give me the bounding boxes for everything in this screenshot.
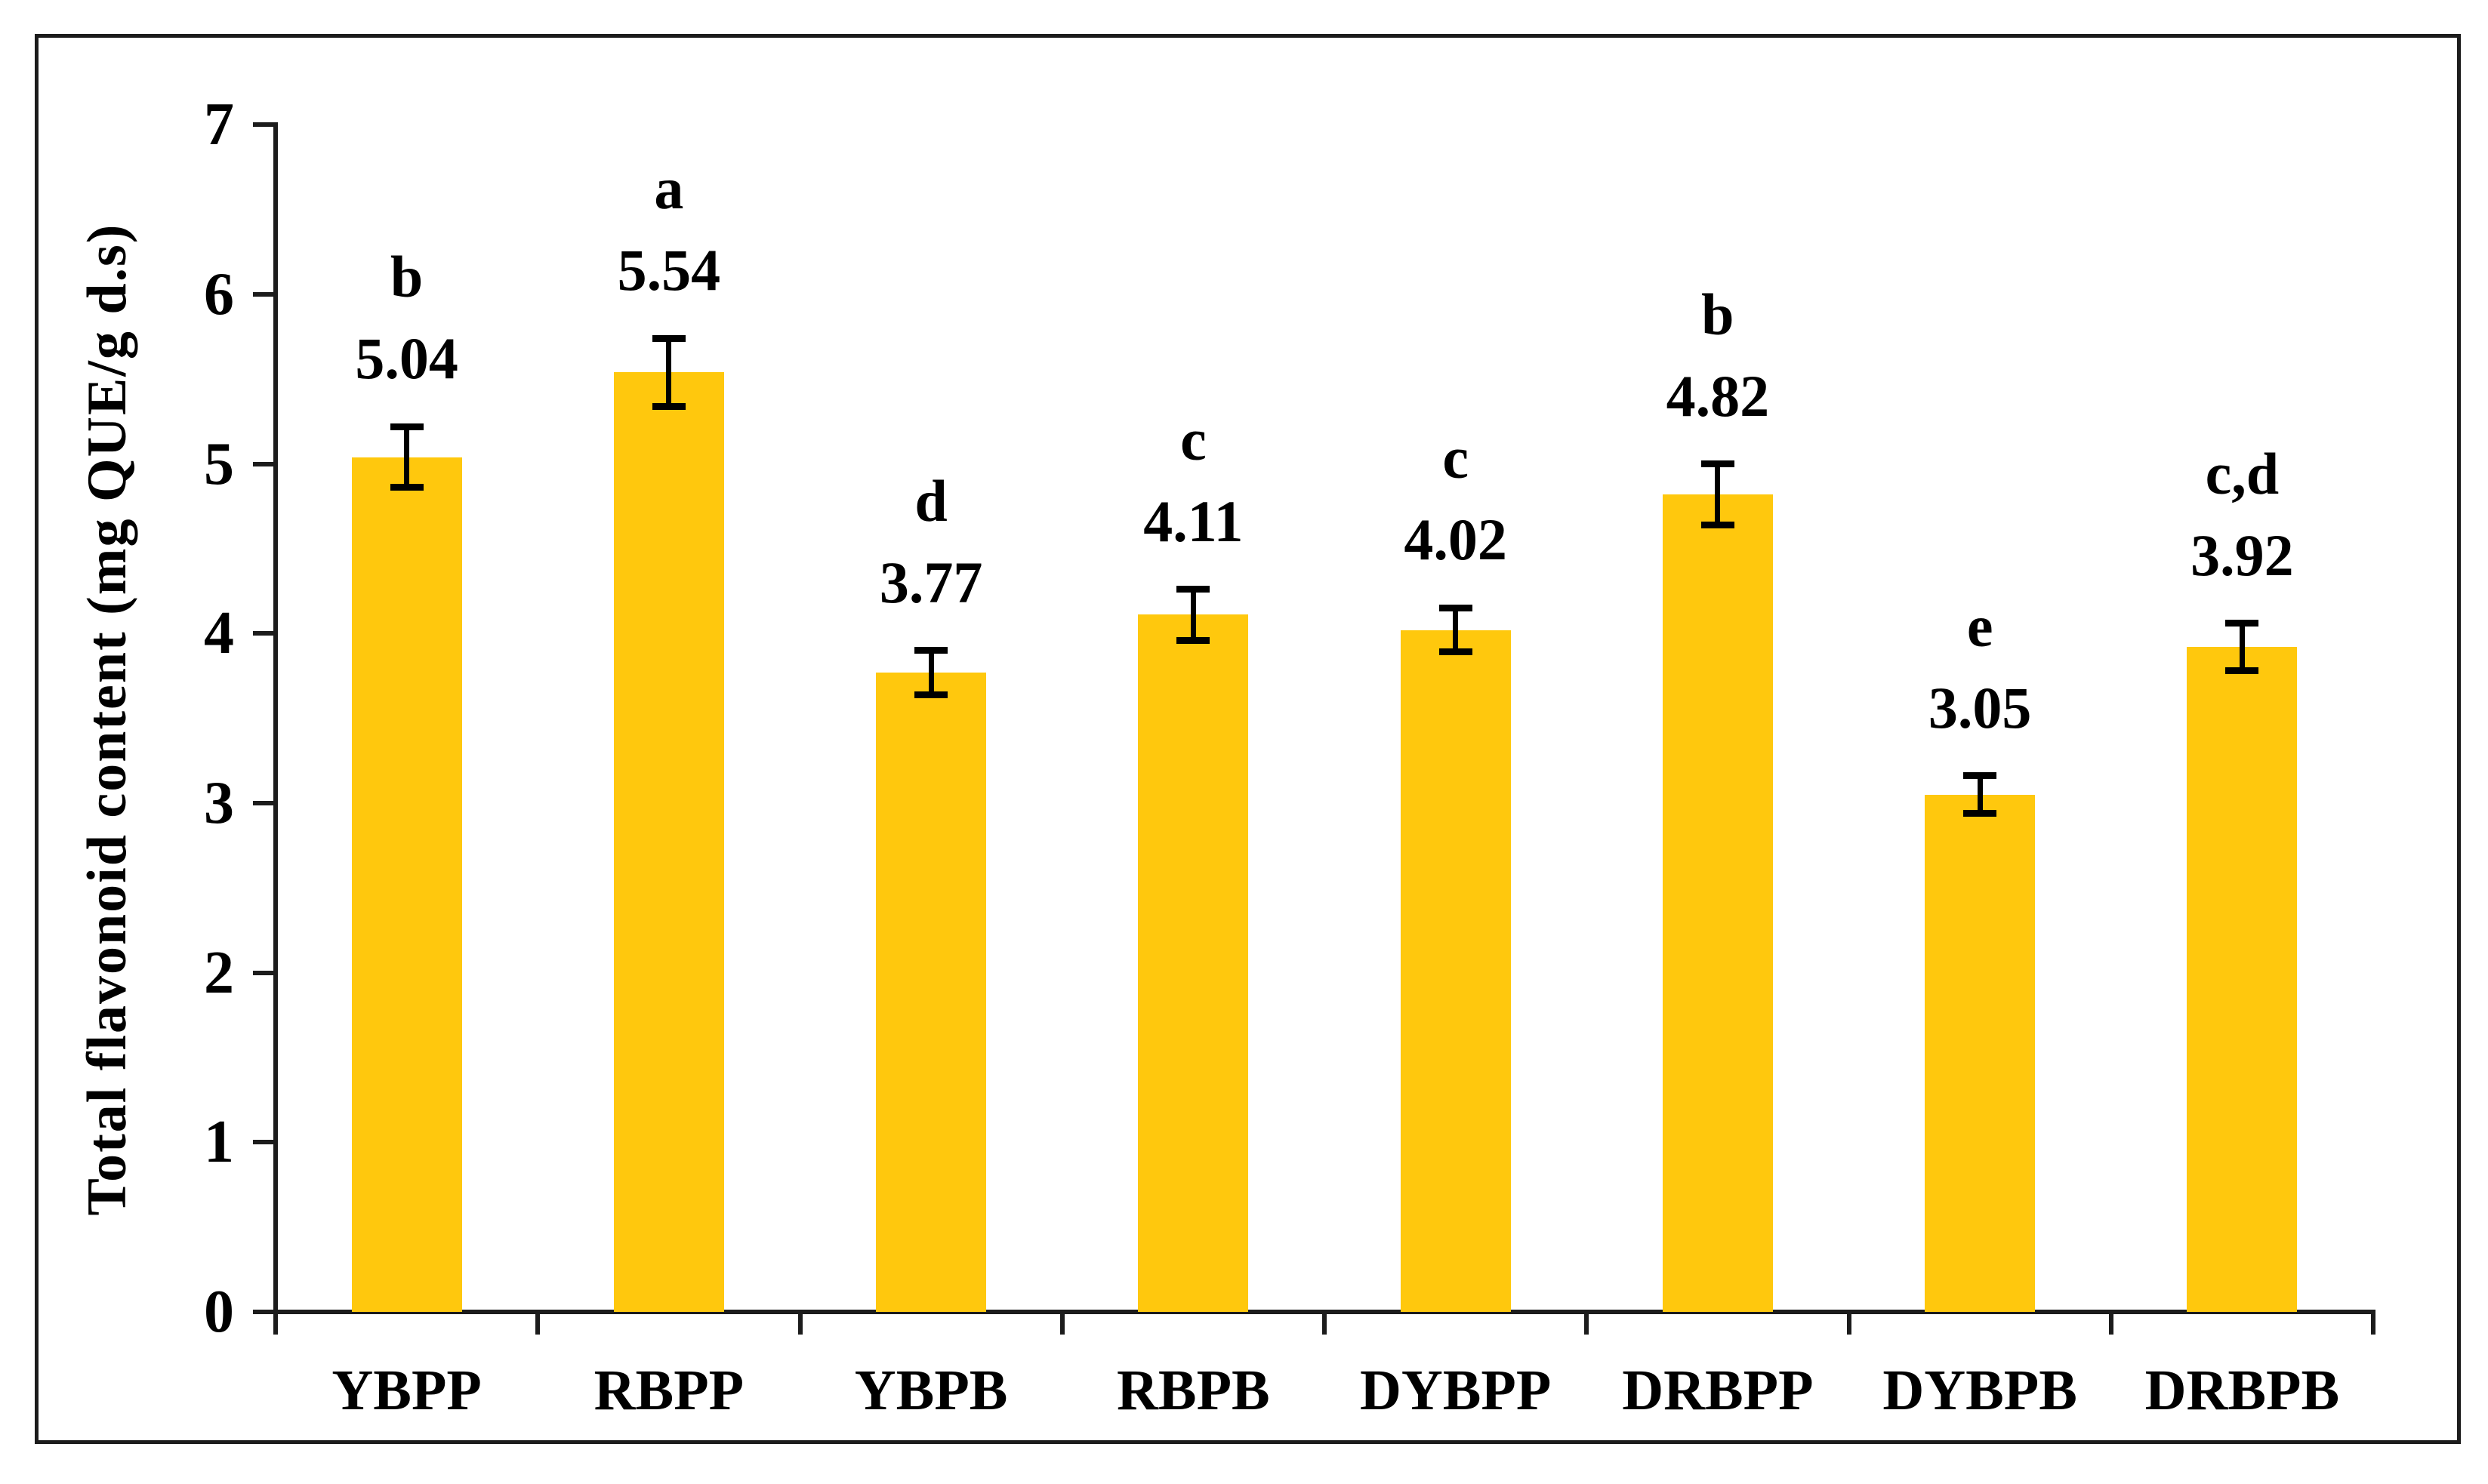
x-tick-label-DRBPP: DRBPP bbox=[1622, 1359, 1814, 1422]
x-tick-label-RBPP: RBPP bbox=[593, 1359, 745, 1422]
y-tick-2 bbox=[253, 970, 276, 975]
bar-RBPB bbox=[1138, 614, 1249, 1312]
error-bar-top-cap-DYBPP bbox=[1438, 604, 1472, 611]
error-bar-top-cap-DRBPB bbox=[2225, 620, 2259, 627]
bar-DRBPP bbox=[1662, 494, 1773, 1312]
error-bar-line-YBPP bbox=[404, 426, 410, 488]
error-bar-line-YBPB bbox=[928, 650, 934, 695]
value-label-RBPB: 4.11 bbox=[1143, 488, 1244, 554]
error-bar-top-cap-YBPB bbox=[914, 647, 948, 654]
significance-letter-DRBPB: c,d bbox=[2205, 440, 2280, 506]
x-tick-5 bbox=[1584, 1312, 1589, 1335]
value-label-DRBPB: 3.92 bbox=[2190, 522, 2294, 588]
error-bar-line-DYBPP bbox=[1453, 608, 1459, 652]
error-bar-top-cap-RBPP bbox=[652, 334, 686, 342]
x-tick-8 bbox=[2371, 1312, 2375, 1335]
error-bar-line-DRBPP bbox=[1715, 463, 1721, 525]
y-tick-5 bbox=[253, 461, 276, 466]
significance-letter-DYBPP: c bbox=[1442, 425, 1469, 491]
y-tick-label-0: 0 bbox=[204, 1279, 234, 1345]
bar-DYBPP bbox=[1400, 630, 1511, 1312]
x-tick-6 bbox=[1846, 1312, 1851, 1335]
y-tick-label-7: 7 bbox=[204, 91, 234, 159]
error-bar-line-RBPP bbox=[666, 338, 672, 407]
x-tick-label-YBPP: YBPP bbox=[331, 1359, 482, 1422]
x-tick-label-RBPB: RBPB bbox=[1117, 1359, 1270, 1422]
y-tick-7 bbox=[253, 122, 276, 128]
y-tick-0 bbox=[253, 1310, 276, 1314]
error-bar-top-cap-DRBPP bbox=[1700, 460, 1734, 467]
y-tick-label-2: 2 bbox=[204, 939, 234, 1006]
x-tick-3 bbox=[1059, 1312, 1065, 1335]
bar-DYBPB bbox=[1925, 794, 2036, 1312]
y-tick-label-4: 4 bbox=[204, 600, 234, 667]
error-bar-top-cap-DYBPB bbox=[1963, 772, 1997, 780]
error-bar-line-DYBPB bbox=[1977, 775, 1983, 814]
x-tick-label-YBPB: YBPB bbox=[854, 1359, 1008, 1422]
bar-DRBPB bbox=[2187, 647, 2298, 1312]
bar-RBPP bbox=[613, 372, 724, 1312]
error-bar-bottom-cap-DYBPB bbox=[1963, 809, 1997, 817]
bar-YBPP bbox=[351, 457, 462, 1312]
y-tick-4 bbox=[253, 631, 276, 636]
y-tick-1 bbox=[253, 1140, 276, 1145]
error-bar-top-cap-RBPB bbox=[1176, 586, 1210, 593]
x-tick-2 bbox=[797, 1312, 803, 1335]
error-bar-line-DRBPB bbox=[2239, 623, 2245, 671]
value-label-YBPP: 5.04 bbox=[355, 325, 458, 392]
error-bar-bottom-cap-DRBPB bbox=[2225, 667, 2259, 675]
significance-letter-RBPP: a bbox=[654, 155, 684, 222]
y-tick-6 bbox=[253, 291, 276, 297]
error-bar-bottom-cap-DYBPP bbox=[1438, 648, 1472, 656]
y-axis-line bbox=[273, 122, 278, 1335]
y-tick-label-5: 5 bbox=[204, 430, 234, 497]
significance-letter-DYBPB: e bbox=[1966, 593, 1993, 659]
bar-YBPB bbox=[876, 672, 987, 1312]
significance-letter-YBPB: d bbox=[914, 467, 948, 534]
error-bar-bottom-cap-YBPP bbox=[390, 484, 424, 491]
error-bar-bottom-cap-RBPP bbox=[652, 402, 686, 410]
significance-letter-DRBPP: b bbox=[1701, 281, 1734, 347]
x-tick-7 bbox=[2108, 1312, 2113, 1335]
x-tick-label-DRBPB: DRBPB bbox=[2144, 1359, 2340, 1422]
value-label-DRBPP: 4.82 bbox=[1666, 362, 1770, 429]
error-bar-top-cap-YBPP bbox=[390, 423, 424, 430]
significance-letter-RBPB: c bbox=[1180, 406, 1207, 473]
error-bar-line-RBPB bbox=[1190, 589, 1196, 641]
significance-letter-YBPP: b bbox=[390, 244, 424, 310]
value-label-DYBPB: 3.05 bbox=[1928, 674, 2032, 740]
y-tick-label-1: 1 bbox=[204, 1109, 234, 1176]
value-label-YBPB: 3.77 bbox=[879, 549, 983, 615]
x-tick-label-DYBPB: DYBPB bbox=[1882, 1359, 2077, 1422]
y-tick-3 bbox=[253, 800, 276, 805]
y-tick-label-6: 6 bbox=[204, 260, 234, 328]
value-label-RBPP: 5.54 bbox=[617, 237, 721, 303]
error-bar-bottom-cap-YBPB bbox=[914, 691, 948, 698]
value-label-DYBPP: 4.02 bbox=[1404, 506, 1507, 573]
error-bar-bottom-cap-RBPB bbox=[1176, 636, 1210, 644]
x-tick-1 bbox=[535, 1312, 541, 1335]
y-tick-label-3: 3 bbox=[204, 769, 234, 836]
error-bar-bottom-cap-DRBPP bbox=[1700, 521, 1734, 528]
x-tick-label-DYBPP: DYBPP bbox=[1359, 1359, 1552, 1422]
x-tick-4 bbox=[1322, 1312, 1327, 1335]
y-axis-title: Total flavonoid content (mg QUE/g d.s) bbox=[76, 223, 138, 1216]
